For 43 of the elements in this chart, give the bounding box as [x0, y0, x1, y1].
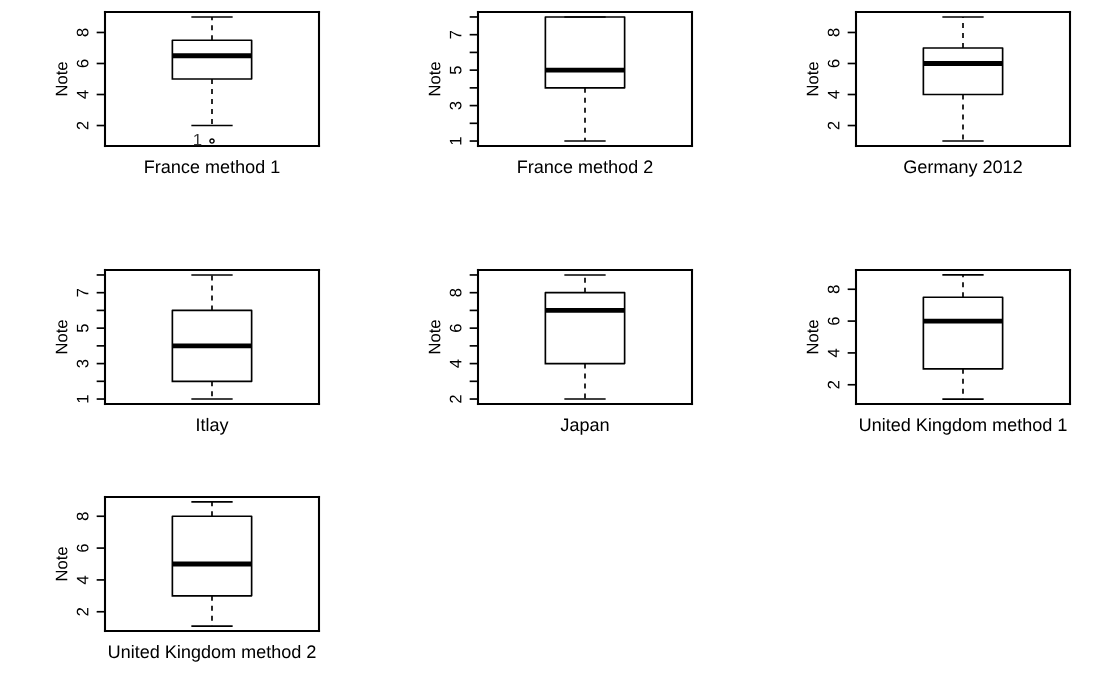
y-tick-label: 2 [76, 121, 89, 130]
y-tick-label: 2 [827, 380, 840, 389]
y-tick-label: 4 [76, 90, 89, 99]
y-tick-label: 6 [449, 324, 462, 332]
y-axis-title: Note [55, 547, 68, 581]
y-axis-title: Note [806, 320, 819, 354]
y-tick-label: 3 [76, 359, 89, 368]
y-tick-label: 8 [827, 285, 840, 294]
y-tick-label: 4 [449, 359, 462, 368]
y-tick-label: 2 [827, 121, 840, 130]
y-tick-label: 6 [76, 59, 89, 68]
y-tick-label: 7 [449, 30, 462, 39]
x-axis-title: Japan [560, 418, 609, 435]
annotation: 1 [194, 133, 202, 146]
y-tick-label: 8 [827, 28, 840, 37]
x-axis-title: Itlay [197, 417, 229, 435]
y-tick-label: 7 [76, 288, 89, 297]
y-tick-label: 8 [76, 512, 89, 521]
y-tick-label: 1 [76, 395, 89, 403]
x-axis-title: France method 1 [145, 159, 280, 174]
y-axis-title: Note [428, 320, 441, 354]
y-tick-label: 6 [76, 544, 89, 552]
y-tick-label: 6 [827, 317, 840, 325]
x-axis-title: United Kingdom method 2 [109, 644, 316, 662]
y-axis-title: Note [806, 62, 819, 96]
y-tick-label: 4 [827, 90, 840, 99]
y-axis-title: Note [55, 320, 68, 354]
y-tick-label: 8 [76, 28, 89, 37]
x-axis-title: Germany 2012 [904, 160, 1022, 177]
y-tick-label: 4 [76, 575, 89, 585]
y-tick-label: 5 [449, 66, 462, 75]
y-tick-label: 1 [449, 137, 462, 145]
y-axis-title: Note [428, 62, 441, 96]
y-tick-label: 2 [449, 395, 462, 403]
y-tick-label: 8 [449, 288, 462, 297]
x-axis-title: United Kingdom method 1 [860, 417, 1067, 435]
y-axis-title: Note [55, 62, 68, 96]
y-tick-label: 2 [76, 607, 89, 616]
y-tick-label: 5 [76, 324, 89, 333]
y-tick-label: 3 [449, 101, 462, 110]
y-tick-label: 6 [827, 59, 840, 68]
y-tick-label: 4 [827, 348, 840, 358]
x-axis-title: France method 2 [518, 159, 653, 174]
